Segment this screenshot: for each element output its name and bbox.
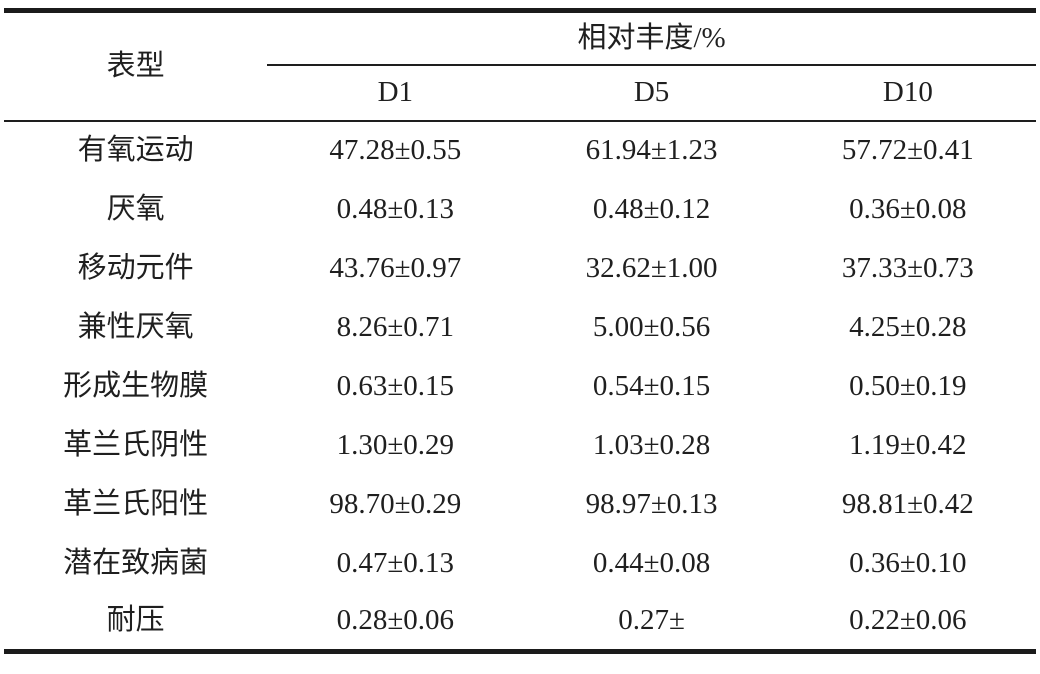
cell-d1: 43.76±0.97 xyxy=(329,251,462,284)
cell-d10: 0.50±0.19 xyxy=(849,369,967,402)
cell-d1: 0.48±0.13 xyxy=(336,192,455,225)
cell-d10: 0.36±0.08 xyxy=(849,192,967,225)
cell-d5: 1.03±0.28 xyxy=(592,428,711,461)
cell-d5: 98.97±0.13 xyxy=(585,487,718,520)
column-header-d1: D1 xyxy=(377,76,414,108)
cell-d1: 98.70±0.29 xyxy=(329,487,462,520)
row-label: 兼性厌氧 xyxy=(77,310,194,343)
table-row: 耐压 0.28±0.06 0.27± 0.22±0.06 xyxy=(4,593,1036,652)
table-row: 形成生物膜 0.63±0.15 0.54±0.15 0.50±0.19 xyxy=(4,357,1036,416)
table-row: 革兰氏阴性 1.30±0.29 1.03±0.28 1.19±0.42 xyxy=(4,416,1036,475)
phenotype-abundance-table: 表型 相对丰度/% D1 D5 D10 有氧运动 47.28±0.55 61.9… xyxy=(4,8,1036,654)
cell-d10: 98.81±0.42 xyxy=(841,487,974,520)
table-row: 革兰氏阳性 98.70±0.29 98.97±0.13 98.81±0.42 xyxy=(4,475,1036,534)
cell-d10: 1.19±0.42 xyxy=(849,428,967,461)
table-row: 有氧运动 47.28±0.55 61.94±1.23 57.72±0.41 xyxy=(4,121,1036,180)
cell-d1: 8.26±0.71 xyxy=(336,310,455,343)
row-label: 形成生物膜 xyxy=(63,369,209,402)
cell-d1: 1.30±0.29 xyxy=(336,428,455,461)
row-label: 革兰氏阳性 xyxy=(63,487,209,520)
cell-d5: 5.00±0.56 xyxy=(592,310,711,343)
table-row: 兼性厌氧 8.26±0.71 5.00±0.56 4.25±0.28 xyxy=(4,298,1036,357)
cell-d1: 47.28±0.55 xyxy=(329,134,462,166)
row-label: 厌氧 xyxy=(106,192,165,225)
row-label: 潜在致病菌 xyxy=(63,546,209,579)
row-label: 有氧运动 xyxy=(77,134,194,166)
table-row: 厌氧 0.48±0.13 0.48±0.12 0.36±0.08 xyxy=(4,180,1036,239)
cell-d5: 32.62±1.00 xyxy=(585,251,718,284)
cell-d10: 57.72±0.41 xyxy=(841,134,974,166)
cell-d10: 4.25±0.28 xyxy=(849,310,967,343)
cell-d5: 0.54±0.15 xyxy=(592,369,711,402)
table-row: 潜在致病菌 0.47±0.13 0.44±0.08 0.36±0.10 xyxy=(4,534,1036,593)
cell-d5: 0.48±0.12 xyxy=(592,192,711,225)
cell-d10: 37.33±0.73 xyxy=(841,251,974,284)
cell-d1: 0.28±0.06 xyxy=(336,604,455,637)
header-row-days: D1 D5 D10 xyxy=(4,65,1036,121)
row-label: 革兰氏阴性 xyxy=(63,428,209,461)
table-row: 移动元件 43.76±0.97 32.62±1.00 37.33±0.73 xyxy=(4,239,1036,298)
table-body: 有氧运动 47.28±0.55 61.94±1.23 57.72±0.41 厌氧… xyxy=(4,121,1036,652)
cell-d1: 0.47±0.13 xyxy=(336,546,455,579)
column-group-header-relative-abundance: 相对丰度/% xyxy=(267,10,1036,66)
header-row-group: 表型 相对丰度/% xyxy=(4,10,1036,80)
table-header: 表型 相对丰度/% D1 D5 D10 xyxy=(4,10,1036,121)
cell-d1: 0.63±0.15 xyxy=(336,369,455,402)
cell-d10: 0.36±0.10 xyxy=(849,546,967,579)
column-header-d10: D10 xyxy=(882,76,933,108)
cell-d5: 61.94±1.23 xyxy=(585,134,718,166)
cell-d5: 0.27± xyxy=(618,604,685,637)
column-header-d5: D5 xyxy=(633,76,670,108)
column-header-phenotype: 表型 xyxy=(106,49,165,82)
cell-d10: 0.22±0.06 xyxy=(849,604,967,637)
row-label: 移动元件 xyxy=(77,251,194,284)
cell-d5: 0.44±0.08 xyxy=(592,546,711,579)
row-label: 耐压 xyxy=(106,604,165,637)
